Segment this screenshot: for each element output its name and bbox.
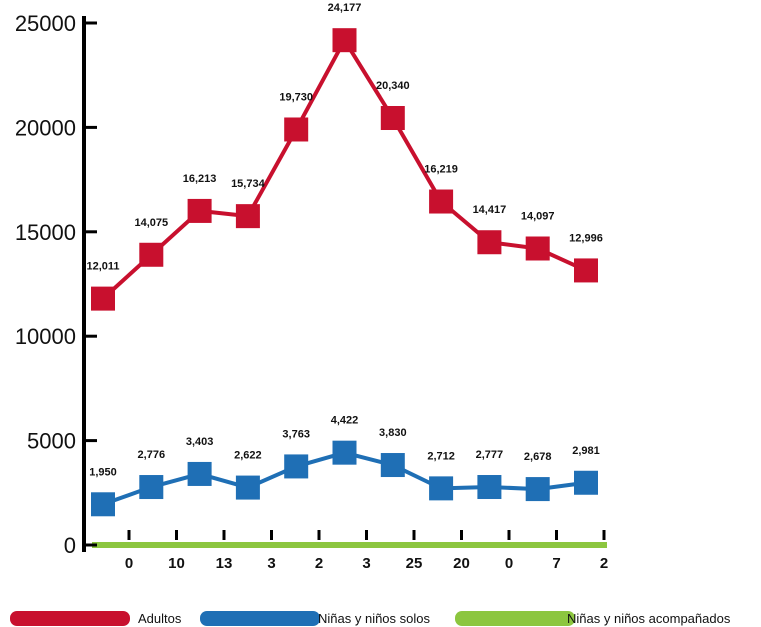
y-tick-label: 5000 — [27, 429, 76, 454]
x-tick-label: 7 — [552, 555, 560, 572]
data-point-adultos — [332, 28, 357, 53]
data-label-ninas-y-ninos-solos: 1,950 — [89, 466, 117, 478]
data-point-ninas-y-ninos-solos — [332, 440, 357, 465]
y-axis-ticks: 0 5000 10000 15000 20000 25000 — [15, 11, 97, 558]
x-tick-label: 2 — [315, 555, 323, 572]
x-tick-label: 20 — [453, 555, 470, 572]
data-point-ninas-y-ninos-solos — [187, 461, 212, 486]
data-label-adultos: 24,177 — [328, 2, 362, 14]
x-tick-label: 2 — [600, 555, 608, 572]
x-tick-label: 0 — [125, 555, 133, 572]
data-point-adultos — [91, 286, 115, 311]
y-tick-label: 0 — [64, 533, 76, 558]
legend: Adultos Niñas y niños solos Niñas y niños … — [10, 611, 731, 626]
data-point-ninas-y-ninos-solos — [139, 475, 164, 500]
data-label-adultos: 20,340 — [376, 80, 410, 92]
data-label-ninas-y-ninos-solos: 3,830 — [379, 427, 407, 439]
data-point-adultos — [380, 106, 405, 131]
y-tick-label: 20000 — [15, 115, 76, 140]
data-label-adultos: 12,011 — [86, 261, 119, 273]
data-point-adultos — [235, 204, 260, 229]
data-label-ninas-y-ninos-solos: 2,678 — [524, 451, 552, 463]
y-tick-label: 10000 — [15, 324, 76, 349]
data-label-adultos: 16,219 — [424, 164, 458, 176]
data-point-ninas-y-ninos-solos — [477, 475, 502, 500]
data-point-adultos — [284, 117, 309, 142]
data-label-adultos: 14,075 — [134, 217, 168, 229]
data-point-ninas-y-ninos-solos — [284, 454, 309, 479]
data-point-adultos — [429, 189, 454, 214]
x-tick-label: 3 — [362, 555, 370, 572]
data-point-adultos — [525, 236, 550, 261]
legend-label: Niñas y niños acompañados — [567, 611, 731, 626]
data-point-ninas-y-ninos-solos — [525, 477, 550, 502]
y-tick-label: 15000 — [15, 220, 76, 245]
series-line-adultos — [101, 38, 587, 301]
data-label-ninas-y-ninos-solos: 3,763 — [282, 428, 310, 440]
legend-swatch — [455, 611, 575, 626]
x-tick-label: 0 — [505, 555, 513, 572]
data-point-ninas-y-ninos-solos — [380, 453, 405, 478]
legend-label: Niñas y niños solos — [318, 611, 430, 626]
data-point-adultos — [477, 230, 502, 255]
data-label-ninas-y-ninos-solos: 2,981 — [572, 445, 600, 457]
data-label-adultos: 12,996 — [569, 232, 603, 244]
legend-swatch — [200, 611, 320, 626]
data-point-adultos — [574, 258, 598, 283]
x-tick-label: 3 — [267, 555, 275, 572]
data-label-ninas-y-ninos-solos: 2,712 — [427, 450, 455, 462]
axes — [82, 16, 607, 552]
y-tick-label: 25000 — [15, 11, 76, 36]
data-label-ninas-y-ninos-solos: 3,403 — [186, 436, 214, 448]
data-point-ninas-y-ninos-solos — [574, 470, 598, 495]
data-label-adultos: 19,730 — [279, 91, 313, 103]
data-label-adultos: 14,417 — [473, 204, 507, 216]
x-tick-label: 25 — [406, 555, 423, 572]
data-point-ninas-y-ninos-solos — [429, 476, 454, 501]
data-label-ninas-y-ninos-solos: 4,422 — [331, 415, 359, 427]
data-point-adultos — [187, 198, 212, 223]
x-tick-label: 10 — [168, 555, 185, 572]
data-point-adultos — [139, 242, 164, 267]
series-group: 12,011 14,075 16,213 15,734 19,730 24,177 20,3… — [86, 2, 603, 517]
data-label-adultos: 14,097 — [521, 211, 555, 223]
legend-label: Adultos — [138, 611, 182, 626]
x-axis-ticks: 0 10 13 3 2 3 25 20 0 7 2 — [125, 530, 608, 572]
legend-swatch — [10, 611, 130, 626]
data-label-ninas-y-ninos-solos: 2,777 — [476, 449, 504, 461]
data-label-adultos: 15,734 — [231, 178, 266, 190]
data-label-ninas-y-ninos-solos: 2,776 — [138, 449, 166, 461]
data-label-adultos: 16,213 — [183, 173, 217, 185]
data-point-ninas-y-ninos-solos — [235, 475, 260, 500]
data-label-ninas-y-ninos-solos: 2,622 — [234, 450, 262, 462]
data-point-ninas-y-ninos-solos — [91, 492, 115, 517]
x-tick-label: 13 — [216, 555, 233, 572]
